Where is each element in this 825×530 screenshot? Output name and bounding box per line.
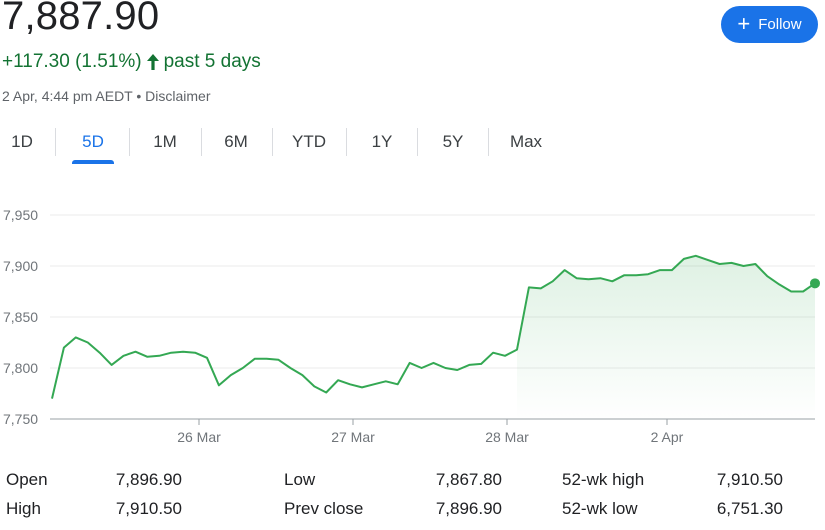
tab-divider [201, 128, 202, 156]
y-tick-label: 7,850 [3, 309, 38, 325]
y-tick-label: 7,800 [3, 360, 38, 376]
tab-max[interactable]: Max [509, 132, 543, 151]
y-tick-label: 7,750 [3, 411, 38, 427]
stat-value-low: 7,867.80 [435, 470, 502, 489]
stats-row: High 7,910.50 Prev close 7,896.90 52-wk … [0, 499, 825, 527]
change-period: past 5 days [163, 51, 261, 72]
tab-ytd[interactable]: YTD [292, 132, 326, 151]
price-change: +117.30 (1.51%) past 5 days [2, 51, 261, 73]
stat-label-open: Open [6, 470, 48, 489]
tab-divider [272, 128, 273, 156]
disclaimer-link[interactable]: Disclaimer [145, 88, 211, 104]
stat-label-low: Low [284, 470, 316, 489]
stat-value-prev-close: 7,896.90 [435, 499, 502, 518]
tab-divider [417, 128, 418, 156]
timestamp: 2 Apr, 4:44 pm AEDT [2, 88, 133, 104]
tab-5y[interactable]: 5Y [442, 132, 464, 151]
tab-divider [346, 128, 347, 156]
price-area [517, 255, 815, 419]
x-tick-label: 26 Mar [177, 429, 221, 445]
follow-button[interactable]: + Follow [721, 6, 818, 43]
stat-label-52wk-low: 52-wk low [562, 499, 638, 518]
stat-value-open: 7,896.90 [115, 470, 182, 489]
stat-label-prev-close: Prev close [284, 499, 364, 518]
price-value: 7,887.90 [2, 0, 160, 38]
tab-1y[interactable]: 1Y [371, 132, 393, 151]
stat-label-52wk-high: 52-wk high [562, 470, 645, 489]
arrow-up-icon [146, 54, 159, 70]
stat-value-52wk-low: 6,751.30 [716, 499, 783, 518]
meta-separator: • [136, 88, 142, 104]
y-tick-label: 7,950 [3, 207, 38, 223]
time-range-tabs: 1D 5D 1M 6M YTD 1Y 5Y Max [0, 124, 825, 164]
change-amount: +117.30 (1.51%) [2, 51, 142, 72]
tab-1d[interactable]: 1D [11, 132, 33, 151]
tab-divider [488, 128, 489, 156]
tab-1m[interactable]: 1M [153, 132, 177, 151]
x-tick-label: 2 Apr [651, 429, 684, 445]
current-price-dot [810, 278, 820, 289]
price-chart[interactable]: 7,950 7,900 7,850 7,800 7,750 26 Mar 27 Mar 28… [0, 195, 825, 455]
price-line [51, 254, 816, 399]
stats-row: Open 7,896.90 Low 7,867.80 52-wk high 7,… [0, 470, 825, 498]
timestamp-line: 2 Apr, 4:44 pm AEDT • Disclaimer [2, 88, 211, 104]
x-tick-label: 27 Mar [331, 429, 375, 445]
y-tick-label: 7,900 [3, 258, 38, 274]
tab-6m[interactable]: 6M [224, 132, 248, 151]
stat-value-high: 7,910.50 [115, 499, 182, 518]
x-tick-label: 28 Mar [485, 429, 529, 445]
tab-5d[interactable]: 5D [72, 124, 114, 164]
stat-label-high: High [6, 499, 41, 518]
tab-divider [55, 128, 56, 156]
tab-divider [129, 128, 130, 156]
follow-label: Follow [758, 16, 802, 33]
plus-icon: + [737, 10, 751, 36]
stat-value-52wk-high: 7,910.50 [716, 470, 783, 489]
